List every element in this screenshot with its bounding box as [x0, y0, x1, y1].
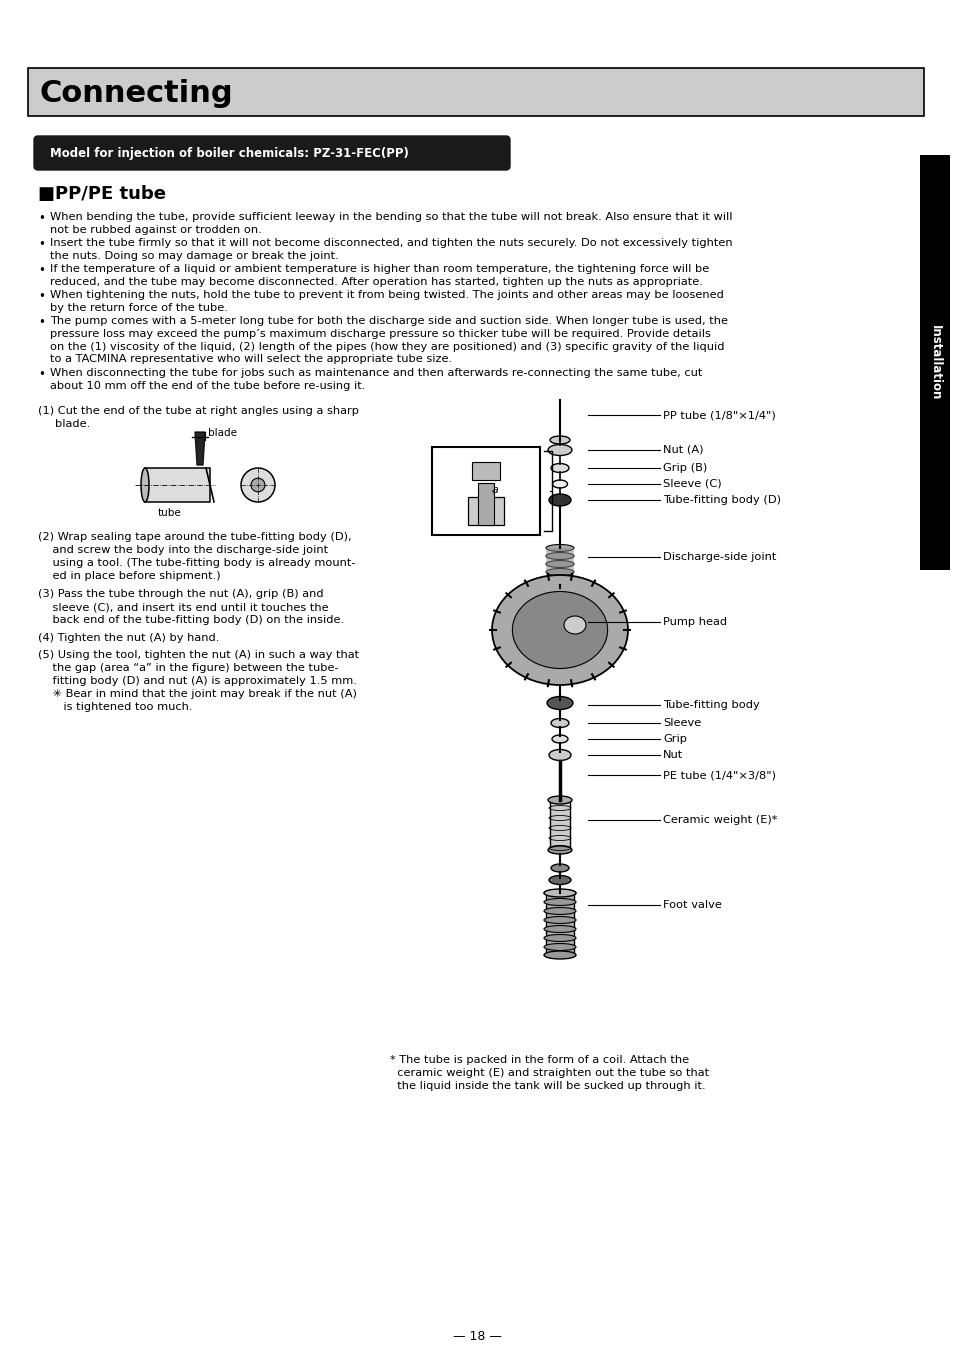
Ellipse shape [141, 468, 149, 502]
Text: •: • [38, 290, 45, 302]
Text: PE tube (1/4"×3/8"): PE tube (1/4"×3/8") [662, 769, 775, 780]
Text: a: a [492, 485, 498, 495]
Text: PP tube (1/8"×1/4"): PP tube (1/8"×1/4") [662, 410, 775, 420]
Polygon shape [194, 432, 205, 464]
Bar [432, 447, 539, 535]
Text: When tightening the nuts, hold the tube to prevent it from being twisted. The jo: When tightening the nuts, hold the tube … [50, 290, 723, 313]
Text: Insert the tube firmly so that it will not become disconnected, and tighten the : Insert the tube firmly so that it will n… [50, 238, 732, 261]
Ellipse shape [543, 899, 576, 906]
Text: (4) Tighten the nut (A) by hand.: (4) Tighten the nut (A) by hand. [38, 633, 219, 643]
Ellipse shape [545, 544, 574, 552]
Text: the liquid inside the tank will be sucked up through it.: the liquid inside the tank will be sucke… [390, 1081, 705, 1091]
Text: (2) Wrap sealing tape around the tube-fitting body (D),: (2) Wrap sealing tape around the tube-fi… [38, 532, 352, 541]
Bar [472, 462, 499, 481]
Text: Connecting: Connecting [40, 80, 233, 108]
Bar [468, 497, 503, 525]
Text: tube: tube [158, 508, 182, 518]
Text: Tube-fitting body (D): Tube-fitting body (D) [662, 495, 781, 505]
Bar [545, 892, 574, 954]
Ellipse shape [543, 890, 576, 896]
Text: Discharge-side joint: Discharge-side joint [662, 552, 776, 562]
Text: back end of the tube-fitting body (D) on the inside.: back end of the tube-fitting body (D) on… [38, 616, 344, 625]
Text: ■PP/PE tube: ■PP/PE tube [38, 185, 166, 202]
Text: (1) Cut the end of the tube at right angles using a sharp: (1) Cut the end of the tube at right ang… [38, 406, 358, 416]
Ellipse shape [563, 616, 585, 634]
Text: Grip: Grip [662, 734, 686, 744]
Bar [550, 801, 569, 850]
Ellipse shape [551, 718, 568, 728]
Text: Installation: Installation [927, 325, 941, 400]
Bar [477, 483, 494, 525]
FancyBboxPatch shape [34, 136, 510, 170]
Ellipse shape [547, 444, 572, 455]
Text: (3) Pass the tube through the nut (A), grip (B) and: (3) Pass the tube through the nut (A), g… [38, 589, 323, 599]
Ellipse shape [492, 575, 627, 684]
Text: fitting body (D) and nut (A) is approximately 1.5 mm.: fitting body (D) and nut (A) is approxim… [38, 676, 356, 686]
Ellipse shape [548, 749, 571, 760]
Bar [919, 155, 949, 570]
Text: Ceramic weight (E)*: Ceramic weight (E)* [662, 815, 777, 825]
Text: Sleeve (C): Sleeve (C) [662, 479, 720, 489]
Ellipse shape [251, 478, 265, 491]
Ellipse shape [552, 734, 567, 743]
Text: blade: blade [208, 428, 236, 437]
Text: •: • [38, 238, 45, 251]
Text: Pump head: Pump head [662, 617, 726, 626]
Ellipse shape [543, 950, 576, 958]
Text: is tightened too much.: is tightened too much. [38, 702, 193, 711]
Text: and screw the body into the discharge-side joint: and screw the body into the discharge-si… [38, 545, 328, 555]
Text: Nut: Nut [662, 751, 682, 760]
Text: •: • [38, 265, 45, 277]
Ellipse shape [547, 796, 572, 805]
Text: The pump comes with a 5-meter long tube for both the discharge side and suction : The pump comes with a 5-meter long tube … [50, 316, 727, 365]
Text: ceramic weight (E) and straighten out the tube so that: ceramic weight (E) and straighten out th… [390, 1068, 708, 1079]
Ellipse shape [551, 864, 568, 872]
Ellipse shape [543, 934, 576, 941]
Text: sleeve (C), and insert its end until it touches the: sleeve (C), and insert its end until it … [38, 602, 328, 612]
Text: ed in place before shipment.): ed in place before shipment.) [38, 571, 220, 580]
Text: — 18 —: — 18 — [452, 1330, 501, 1343]
Text: Nut (A): Nut (A) [662, 446, 702, 455]
Ellipse shape [551, 463, 568, 472]
Ellipse shape [546, 697, 573, 710]
Ellipse shape [543, 926, 576, 933]
Text: •: • [38, 212, 45, 225]
Bar [145, 468, 210, 502]
Text: Tube-fitting body: Tube-fitting body [662, 701, 759, 710]
Ellipse shape [543, 944, 576, 950]
Ellipse shape [545, 560, 574, 567]
Ellipse shape [550, 436, 569, 444]
Bar [28, 68, 923, 116]
Text: If the temperature of a liquid or ambient temperature is higher than room temper: If the temperature of a liquid or ambien… [50, 265, 708, 286]
Text: •: • [38, 316, 45, 329]
Ellipse shape [545, 552, 574, 559]
Ellipse shape [543, 917, 576, 923]
Text: When disconnecting the tube for jobs such as maintenance and then afterwards re-: When disconnecting the tube for jobs suc… [50, 369, 701, 390]
Text: ✳ Bear in mind that the joint may break if the nut (A): ✳ Bear in mind that the joint may break … [38, 688, 356, 699]
Ellipse shape [241, 468, 274, 502]
Text: Foot valve: Foot valve [662, 900, 721, 910]
Ellipse shape [545, 568, 574, 575]
Bar [545, 548, 574, 583]
Ellipse shape [548, 494, 571, 506]
Ellipse shape [547, 846, 572, 855]
Text: * The tube is packed in the form of a coil. Attach the: * The tube is packed in the form of a co… [390, 1054, 688, 1065]
Text: using a tool. (The tube-fitting body is already mount-: using a tool. (The tube-fitting body is … [38, 558, 355, 568]
Ellipse shape [512, 591, 607, 668]
Text: (5) Using the tool, tighten the nut (A) in such a way that: (5) Using the tool, tighten the nut (A) … [38, 649, 358, 660]
Text: When bending the tube, provide sufficient leeway in the bending so that the tube: When bending the tube, provide sufficien… [50, 212, 732, 235]
Text: •: • [38, 369, 45, 381]
Ellipse shape [543, 907, 576, 914]
Text: the gap (area “a” in the figure) between the tube-: the gap (area “a” in the figure) between… [38, 663, 338, 674]
Text: blade.: blade. [55, 418, 91, 429]
Ellipse shape [543, 890, 576, 896]
Text: Model for injection of boiler chemicals: PZ-31-FEC(PP): Model for injection of boiler chemicals:… [50, 147, 409, 161]
Text: Grip (B): Grip (B) [662, 463, 706, 472]
Ellipse shape [548, 876, 571, 884]
Text: Sleeve: Sleeve [662, 718, 700, 728]
Ellipse shape [552, 481, 567, 487]
